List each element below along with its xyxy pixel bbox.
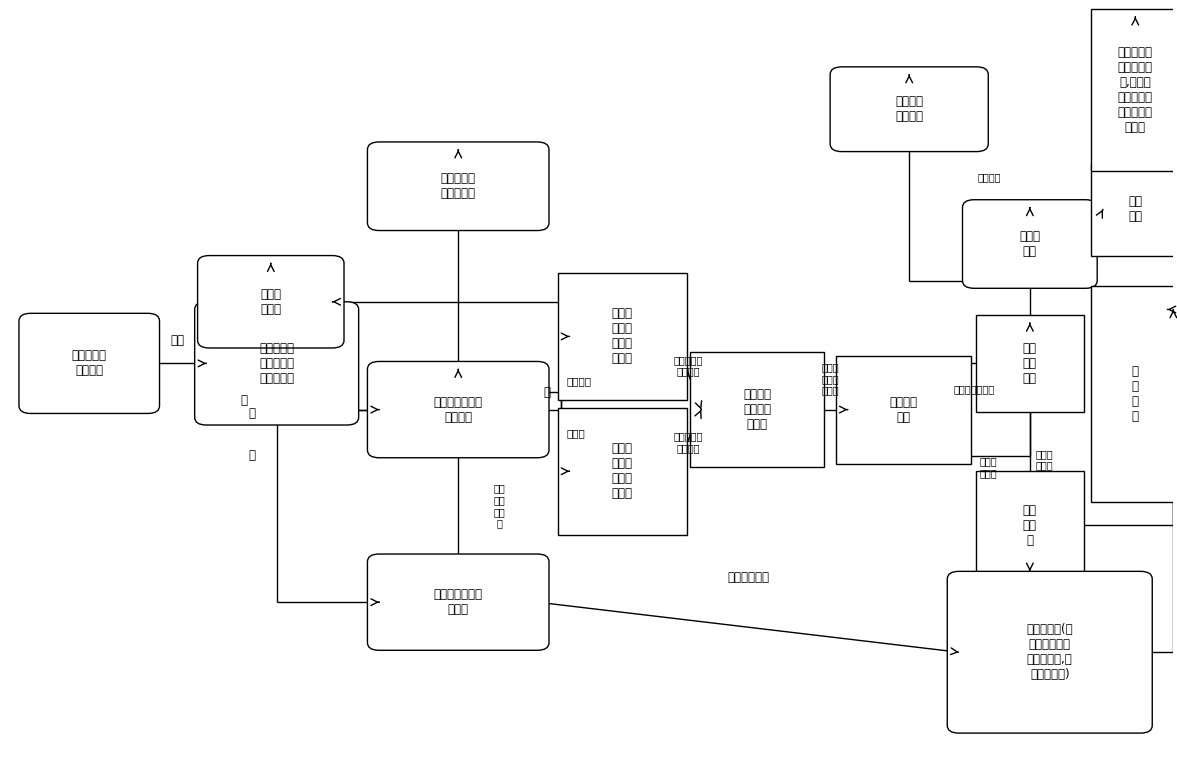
Text: 等待仲裁委审批
是否立案: 等待仲裁委审批 是否立案 [433,396,483,424]
Text: 进行证据
提交及证
据交换: 进行证据 提交及证 据交换 [743,388,771,431]
FancyBboxPatch shape [963,199,1097,288]
Text: 达成调
解协议: 达成调 解协议 [1036,449,1053,471]
FancyBboxPatch shape [194,301,359,425]
Text: 进入法院
诉讼程序: 进入法院 诉讼程序 [896,95,923,123]
Text: 不服裁决: 不服裁决 [977,172,1000,182]
Text: 领取受
理通知
书及相
关材料: 领取受 理通知 书及相 关材料 [612,442,633,500]
FancyBboxPatch shape [367,362,548,458]
Text: 领取立
案通知
书及相
关材料: 领取立 案通知 书及相 关材料 [612,308,633,366]
FancyBboxPatch shape [690,352,824,468]
Text: 是: 是 [543,386,550,399]
Text: 不予立
案受理: 不予立 案受理 [260,288,281,316]
FancyBboxPatch shape [1091,163,1177,256]
FancyBboxPatch shape [558,407,686,535]
FancyBboxPatch shape [19,313,160,414]
Text: 是: 是 [248,449,255,462]
FancyBboxPatch shape [836,356,971,464]
Text: 领取裁
决书: 领取裁 决书 [1019,230,1040,258]
Text: 未达成调解协议: 未达成调解协议 [953,384,995,394]
Text: 当事人提出
仲裁申请: 当事人提出 仲裁申请 [72,349,107,377]
FancyBboxPatch shape [367,554,548,650]
Text: 立案工作人
员询问是否
接受案前调: 立案工作人 员询问是否 接受案前调 [259,342,294,385]
Text: 一方当事人
逾期不履行
的,另一方
当事人可向
人民法院申
请执行: 一方当事人 逾期不履行 的,另一方 当事人可向 人民法院申 请执行 [1118,46,1152,134]
FancyBboxPatch shape [1091,9,1177,171]
Text: 置换调解书(调
解书经双方当
事人签收后,发
生法律效力): 置换调解书(调 解书经双方当 事人签收后,发 生法律效力) [1026,623,1073,681]
Text: 达成调解协议: 达成调解协议 [727,571,769,584]
FancyBboxPatch shape [367,142,548,230]
Text: 未达
成调
解协
议: 未达 成调 解协 议 [493,483,505,528]
FancyBboxPatch shape [976,315,1084,411]
Text: 参加仲裁
庭审: 参加仲裁 庭审 [890,396,917,424]
Text: 争
议
解
决: 争 议 解 决 [1132,365,1139,423]
Text: 当日: 当日 [171,334,184,347]
FancyBboxPatch shape [198,256,344,348]
FancyBboxPatch shape [976,472,1084,579]
FancyBboxPatch shape [830,66,989,152]
FancyBboxPatch shape [947,571,1152,733]
Text: 领取
调解
书: 领取 调解 书 [1023,504,1037,547]
Text: 按照确定的
举证期限: 按照确定的 举证期限 [673,355,703,376]
Text: 被申请人: 被申请人 [566,376,592,386]
Text: 提交答辩书
及相关材料: 提交答辩书 及相关材料 [440,172,476,200]
FancyBboxPatch shape [558,273,686,400]
Text: 服从
裁决: 服从 裁决 [1129,196,1142,223]
Text: 达成调
解协议: 达成调 解协议 [979,457,997,478]
Text: 等待通知参加案
前调解: 等待通知参加案 前调解 [433,588,483,616]
Text: 等待
仲裁
裁决: 等待 仲裁 裁决 [1023,342,1037,385]
FancyBboxPatch shape [1091,286,1177,502]
Text: 否: 否 [248,407,255,420]
Text: 按照确
定的开
庭时间: 按照确 定的开 庭时间 [822,363,839,396]
Text: 申请人: 申请人 [566,427,585,438]
Text: 按照确定的
举证期限: 按照确定的 举证期限 [673,431,703,453]
Text: 否: 否 [240,394,247,407]
